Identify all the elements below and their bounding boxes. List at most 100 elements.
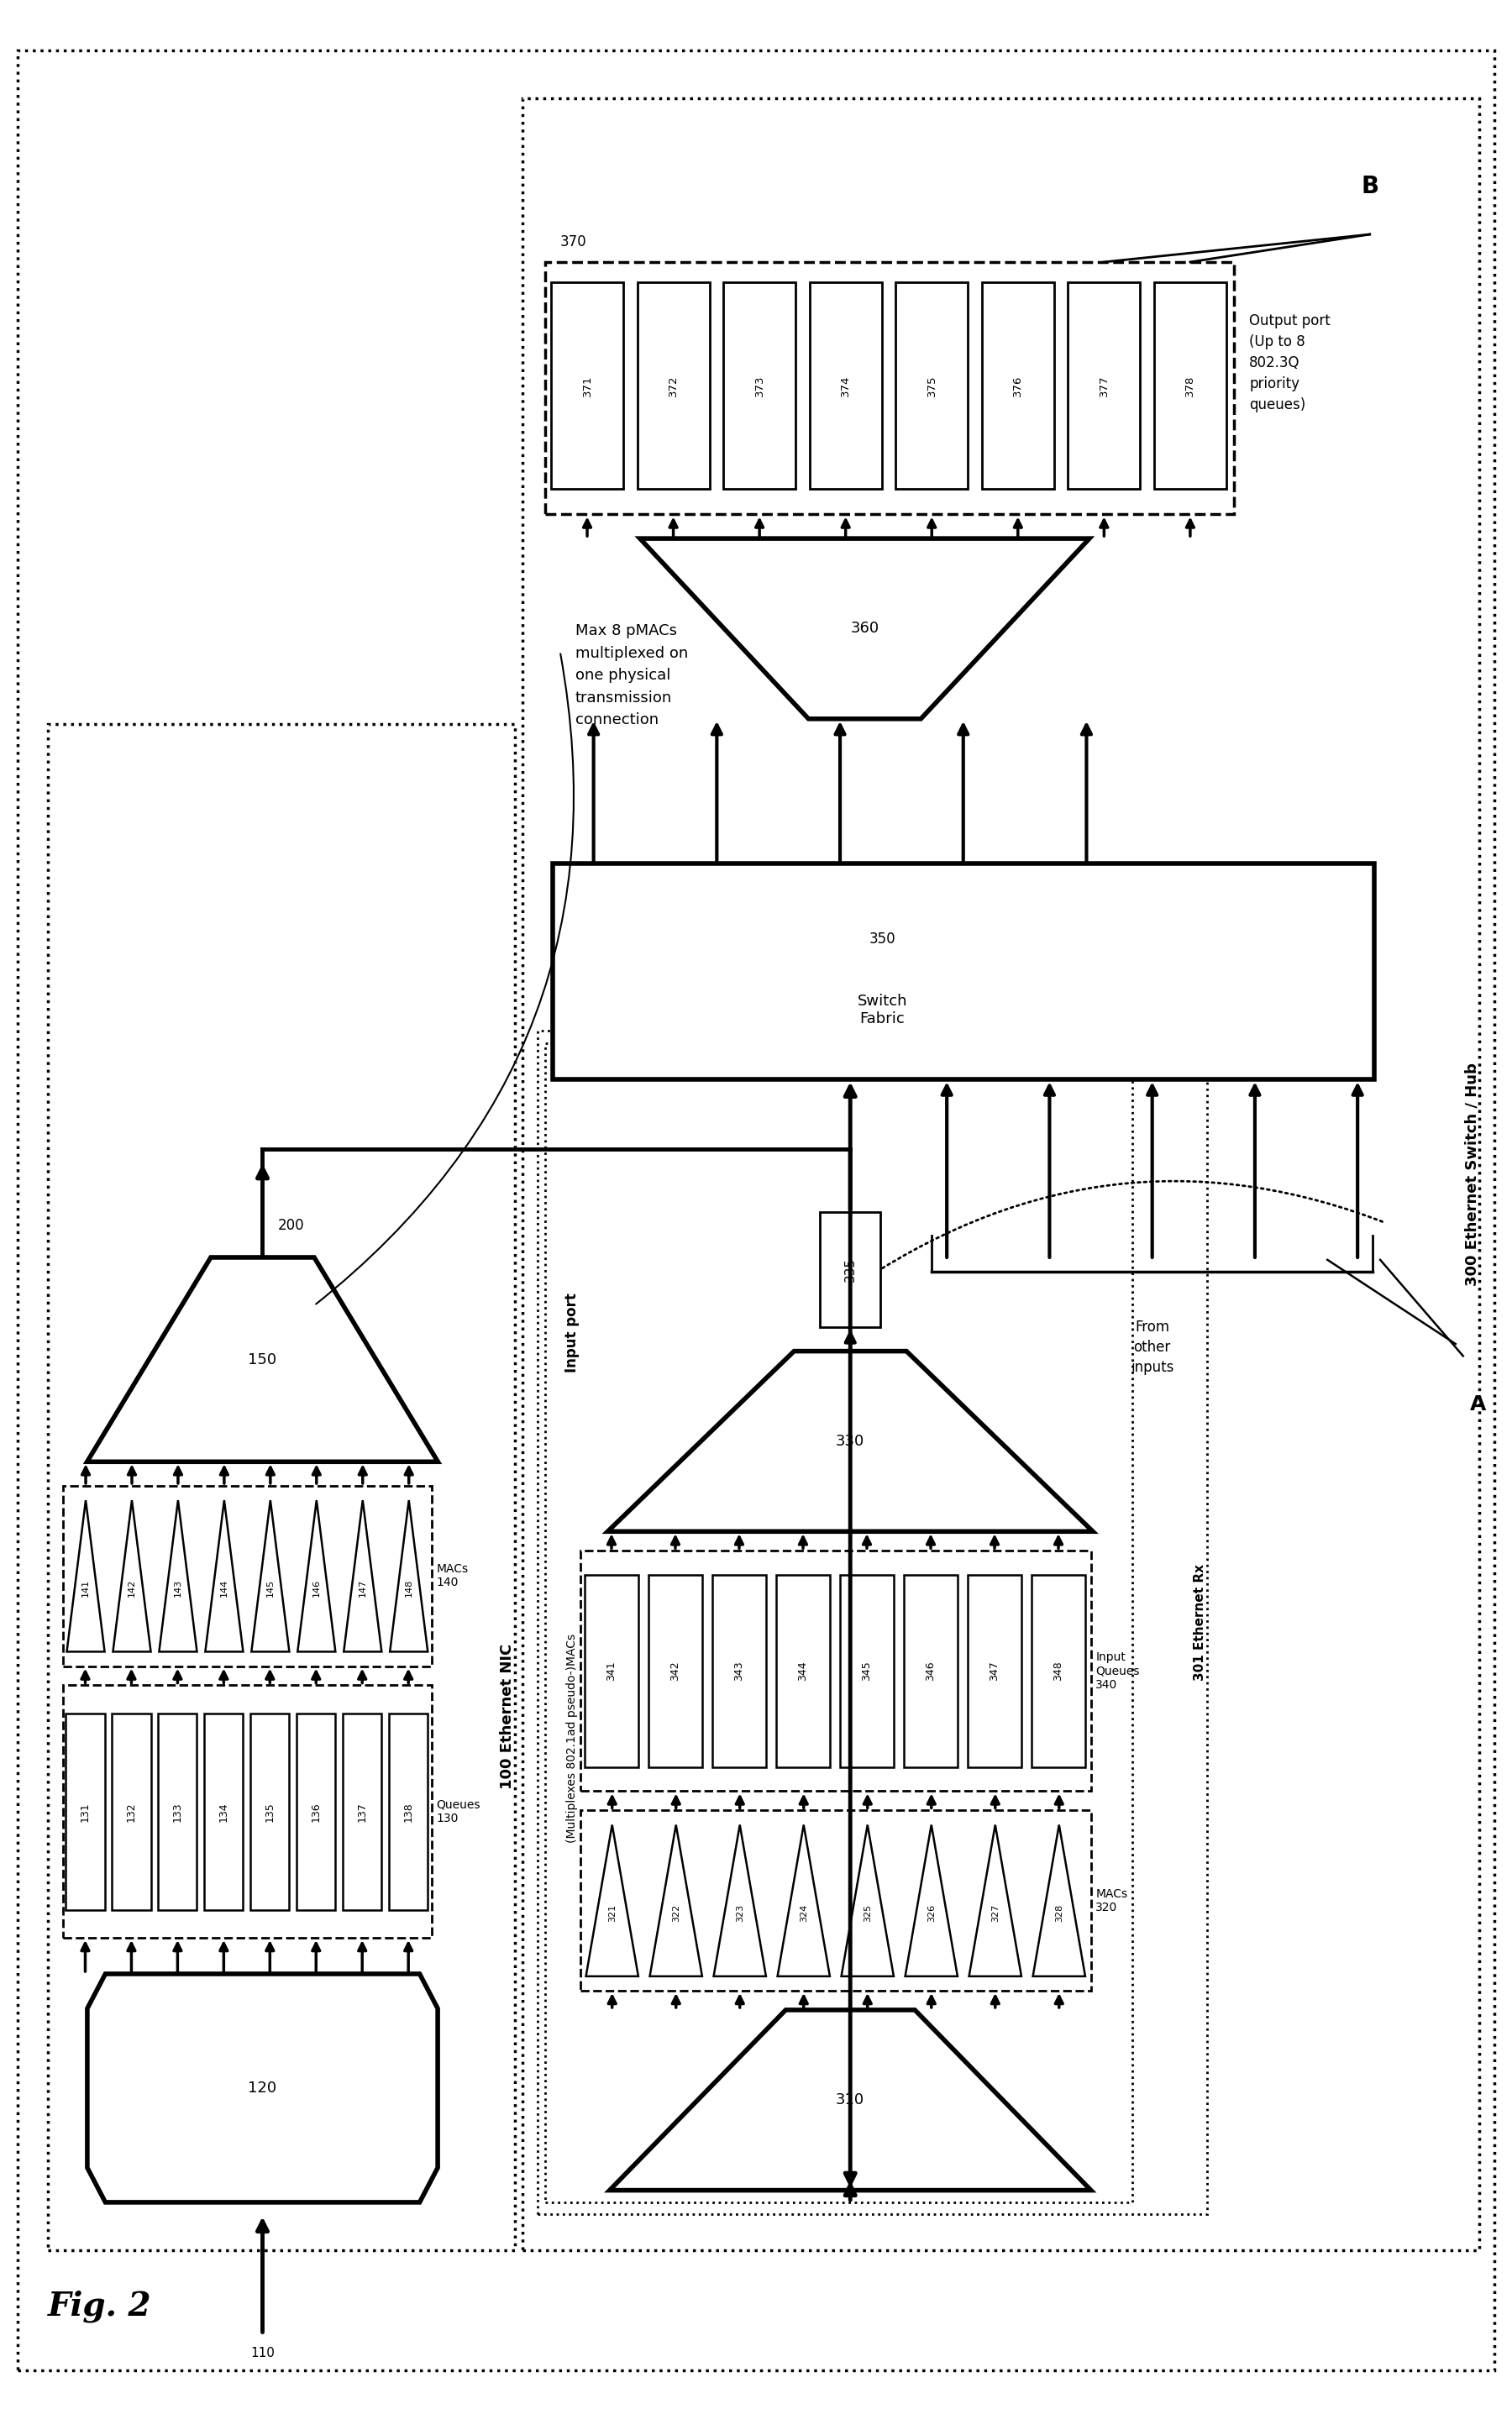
Text: 347: 347 [989,1660,999,1681]
Polygon shape [88,1257,438,1462]
Bar [67,1713,104,1910]
Text: 200: 200 [278,1219,304,1233]
Text: 348: 348 [1052,1660,1064,1681]
Polygon shape [841,1826,894,1975]
Text: 335: 335 [844,1257,857,1282]
Text: 135: 135 [265,1802,275,1821]
Text: 326: 326 [927,1903,936,1922]
Bar [204,1713,243,1910]
Text: 350: 350 [869,932,895,947]
Text: 378: 378 [1185,376,1196,397]
Text: 131: 131 [80,1802,91,1821]
Text: 330: 330 [836,1433,865,1448]
Text: 310: 310 [836,2093,865,2108]
Text: 375: 375 [927,376,937,397]
Polygon shape [343,1501,381,1653]
Bar [968,1575,1022,1768]
Polygon shape [1033,1826,1086,1975]
Text: 147: 147 [358,1580,367,1597]
Bar [841,1575,894,1768]
Polygon shape [251,1501,289,1653]
Bar [1031,1575,1086,1768]
Text: 370: 370 [559,234,587,251]
Bar [544,1043,1132,2202]
Text: 322: 322 [671,1903,680,1922]
Text: Input port: Input port [564,1294,579,1373]
Text: B: B [1361,173,1379,198]
Text: 344: 344 [797,1662,809,1681]
Text: 148: 148 [405,1580,413,1597]
Polygon shape [906,1826,957,1975]
Text: 301 Ethernet Rx: 301 Ethernet Rx [1193,1563,1207,1681]
Polygon shape [298,1501,336,1653]
Text: 142: 142 [127,1580,136,1597]
Text: 110: 110 [251,2346,275,2358]
Bar [581,1551,1092,1792]
Bar [637,282,709,489]
Bar [776,1575,830,1768]
Text: 100 Ethernet NIC: 100 Ethernet NIC [500,1643,516,1790]
Text: 300 Ethernet Switch / Hub: 300 Ethernet Switch / Hub [1465,1062,1480,1286]
Polygon shape [777,1826,830,1975]
Bar [343,1713,381,1910]
Bar [251,1713,289,1910]
Bar [62,1686,432,1937]
Text: 328: 328 [1055,1903,1063,1922]
Text: 324: 324 [800,1903,807,1922]
Polygon shape [206,1501,243,1653]
Bar [522,99,1480,2250]
Text: 323: 323 [736,1903,744,1922]
Text: 138: 138 [402,1802,414,1821]
Text: 136: 136 [310,1802,322,1821]
Text: 342: 342 [670,1662,680,1681]
Text: 373: 373 [754,376,765,397]
Bar [544,263,1234,516]
Text: 146: 146 [313,1580,321,1597]
Bar [389,1713,428,1910]
Bar [47,723,514,2250]
Bar [585,1575,638,1768]
Bar [112,1713,151,1910]
Bar [895,282,968,489]
Bar [1154,282,1226,489]
Text: 132: 132 [125,1802,138,1821]
Text: 134: 134 [218,1802,230,1821]
Polygon shape [390,1501,428,1653]
Bar [159,1713,197,1910]
Text: 141: 141 [82,1580,89,1597]
Polygon shape [88,1973,438,2202]
Bar [904,1575,957,1768]
Polygon shape [113,1501,151,1653]
Bar [723,282,795,489]
Text: Switch
Fabric: Switch Fabric [857,995,907,1026]
Text: MACs
320: MACs 320 [1096,1889,1128,1913]
Bar [552,862,1374,1079]
Text: MACs
140: MACs 140 [437,1563,469,1588]
Text: Input
Queues
340: Input Queues 340 [1096,1653,1140,1691]
Text: 145: 145 [266,1580,275,1597]
Text: 144: 144 [219,1580,228,1597]
Text: 120: 120 [248,2081,277,2096]
Polygon shape [969,1826,1022,1975]
Text: 345: 345 [862,1660,872,1681]
Text: 371: 371 [582,376,593,397]
Polygon shape [650,1826,702,1975]
Text: From
other
inputs: From other inputs [1131,1320,1173,1376]
Bar [809,282,881,489]
Text: 341: 341 [606,1662,617,1681]
Bar [712,1575,767,1768]
Text: 143: 143 [174,1580,183,1597]
Bar [62,1486,432,1667]
Bar [581,1812,1092,1990]
Text: A: A [1470,1395,1486,1414]
Polygon shape [714,1826,767,1975]
Text: 360: 360 [850,622,878,636]
Text: 376: 376 [1013,376,1024,397]
Text: 321: 321 [608,1903,617,1922]
Text: 374: 374 [841,376,851,397]
Polygon shape [608,1351,1093,1532]
Text: Fig. 2: Fig. 2 [47,2291,151,2322]
Bar [537,1031,1208,2214]
Bar [296,1713,336,1910]
Polygon shape [67,1501,104,1653]
